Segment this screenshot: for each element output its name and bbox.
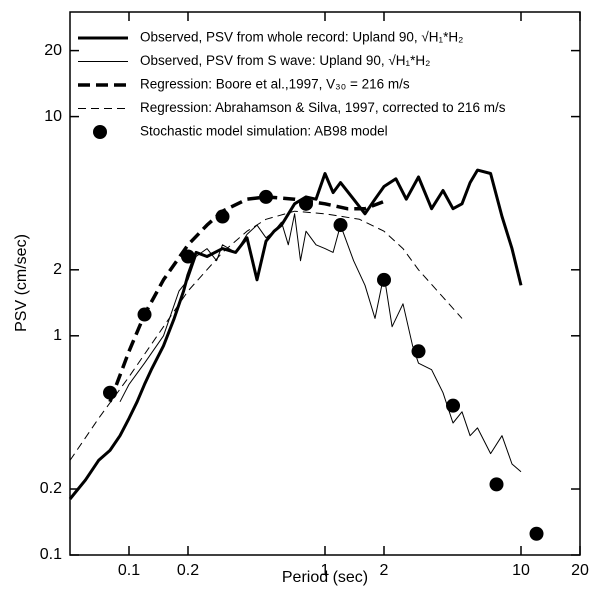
legend-label: Regression: Abrahamson & Silva, 1997, co… xyxy=(140,100,506,115)
data-point xyxy=(333,218,348,233)
legend-label: Stochastic model simulation: AB98 model xyxy=(140,124,388,139)
legend-marker xyxy=(93,125,107,139)
data-point xyxy=(489,477,504,492)
data-point xyxy=(258,189,273,204)
data-point xyxy=(215,209,230,224)
series-line xyxy=(119,213,522,473)
series-line xyxy=(69,210,463,461)
data-point xyxy=(181,249,196,264)
series-line xyxy=(68,168,523,500)
x-tick-label: 2 xyxy=(380,562,389,579)
plot-frame xyxy=(69,11,581,556)
legend-label: Observed, PSV from whole record: Upland … xyxy=(140,30,463,45)
data-point xyxy=(137,307,152,322)
data-point xyxy=(446,398,461,413)
y-tick-label: 20 xyxy=(44,42,62,59)
x-tick-label: 1 xyxy=(321,562,330,579)
data-point xyxy=(103,385,118,400)
y-tick-label: 0.1 xyxy=(40,546,62,563)
y-tick-label: 10 xyxy=(44,108,62,125)
legend-label: Observed, PSV from S wave: Upland 90, √H… xyxy=(140,53,430,68)
data-point xyxy=(299,196,314,211)
x-tick-label: 20 xyxy=(571,562,589,579)
y-tick-label: 1 xyxy=(53,327,62,344)
legend-label: Regression: Boore et al.,1997, V₃₀ = 216… xyxy=(140,77,410,92)
x-axis-label: Period (sec) xyxy=(282,569,368,586)
y-tick-label: 0.2 xyxy=(40,480,62,497)
x-tick-label: 10 xyxy=(512,562,530,579)
data-point xyxy=(529,526,544,541)
y-tick-label: 2 xyxy=(53,261,62,278)
data-point xyxy=(377,272,392,287)
y-axis-label: PSV (cm/sec) xyxy=(13,234,30,332)
data-point xyxy=(411,344,426,359)
x-tick-label: 0.1 xyxy=(118,562,140,579)
x-tick-label: 0.2 xyxy=(177,562,199,579)
